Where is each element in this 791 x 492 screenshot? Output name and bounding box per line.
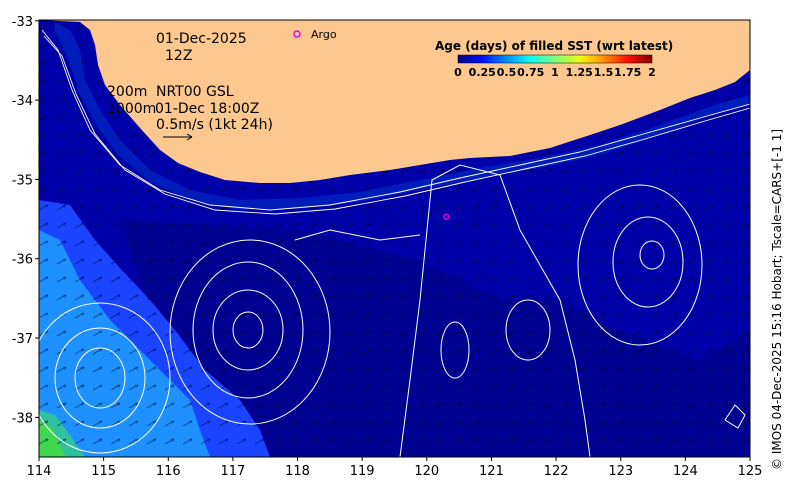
- colorbar-tick-label: 1.25: [566, 66, 593, 79]
- x-tick-label: 124: [673, 464, 698, 479]
- colorbar-ticks: 0 0.25 0.5 0.75 1 1.25 1.5 1.75 2: [454, 66, 656, 79]
- x-tick-label: 125: [738, 464, 763, 479]
- argo-float-marker: [443, 213, 450, 220]
- x-axis: 114 115 116 117 118 119 120 121 122 123 124 125: [27, 457, 763, 479]
- x-tick-label: 117: [220, 464, 245, 479]
- y-tick-label: -38: [12, 411, 33, 426]
- time-label: 12Z: [165, 48, 192, 64]
- isobath-deep-label: 1000m: [107, 101, 156, 117]
- colorbar-tick-label: 1.5: [594, 66, 614, 79]
- argo-markers: [443, 213, 450, 220]
- obs-time-label: 01-Dec 18:00Z: [155, 101, 259, 117]
- colorbar-title: Age (days) of filled SST (wrt latest): [435, 39, 673, 53]
- x-tick-label: 122: [544, 464, 569, 479]
- colorbar-tick-label: 0.25: [469, 66, 496, 79]
- credit-text: © IMOS 04-Dec-2025 15:16 Hobart; Tscale=…: [770, 128, 784, 470]
- vector-scale-label: 0.5m/s (1kt 24h): [156, 117, 273, 133]
- x-tick-label: 119: [350, 464, 375, 479]
- y-tick-label: -37: [12, 332, 33, 347]
- argo-legend-label: Argo: [311, 28, 337, 41]
- product-label: NRT00 GSL: [156, 84, 234, 100]
- isobath-label: 200m: [107, 84, 147, 100]
- colorbar-tick-label: 1: [551, 66, 559, 79]
- colorbar-tick-label: 1.75: [614, 66, 641, 79]
- x-tick-label: 123: [608, 464, 633, 479]
- colorbar-tick-label: 0.5: [497, 66, 517, 79]
- x-tick-label: 115: [91, 464, 116, 479]
- colorbar-tick-label: 2: [648, 66, 656, 79]
- plot-frame: [38, 19, 751, 458]
- y-tick-label: -35: [12, 173, 33, 188]
- x-tick-label: 121: [479, 464, 504, 479]
- colorbar-tick-label: 0: [454, 66, 462, 79]
- x-tick-label: 116: [156, 464, 181, 479]
- velocity-scale-arrow: [163, 133, 193, 141]
- x-tick-label: 120: [414, 464, 439, 479]
- figure-annotations: 01-Dec-2025 12Z 200m NRT00 GSL 1000m 01-…: [107, 31, 273, 133]
- y-tick-label: -34: [12, 94, 33, 109]
- ssh-contours: [39, 164, 746, 457]
- x-tick-label: 118: [285, 464, 310, 479]
- date-label: 01-Dec-2025: [156, 31, 247, 47]
- y-tick-label: -36: [12, 253, 33, 268]
- y-axis: -33 -34 -35 -36 -37 -38: [12, 15, 39, 426]
- isobath-lines: [41, 29, 750, 215]
- legend: Argo Age (days) of filled SST (wrt lates…: [293, 28, 673, 79]
- colorbar-tick-label: 0.75: [517, 66, 544, 79]
- x-tick-label: 114: [27, 464, 52, 479]
- argo-legend-marker: [293, 30, 301, 38]
- colorbar: [457, 54, 653, 64]
- y-tick-label: -33: [12, 15, 33, 30]
